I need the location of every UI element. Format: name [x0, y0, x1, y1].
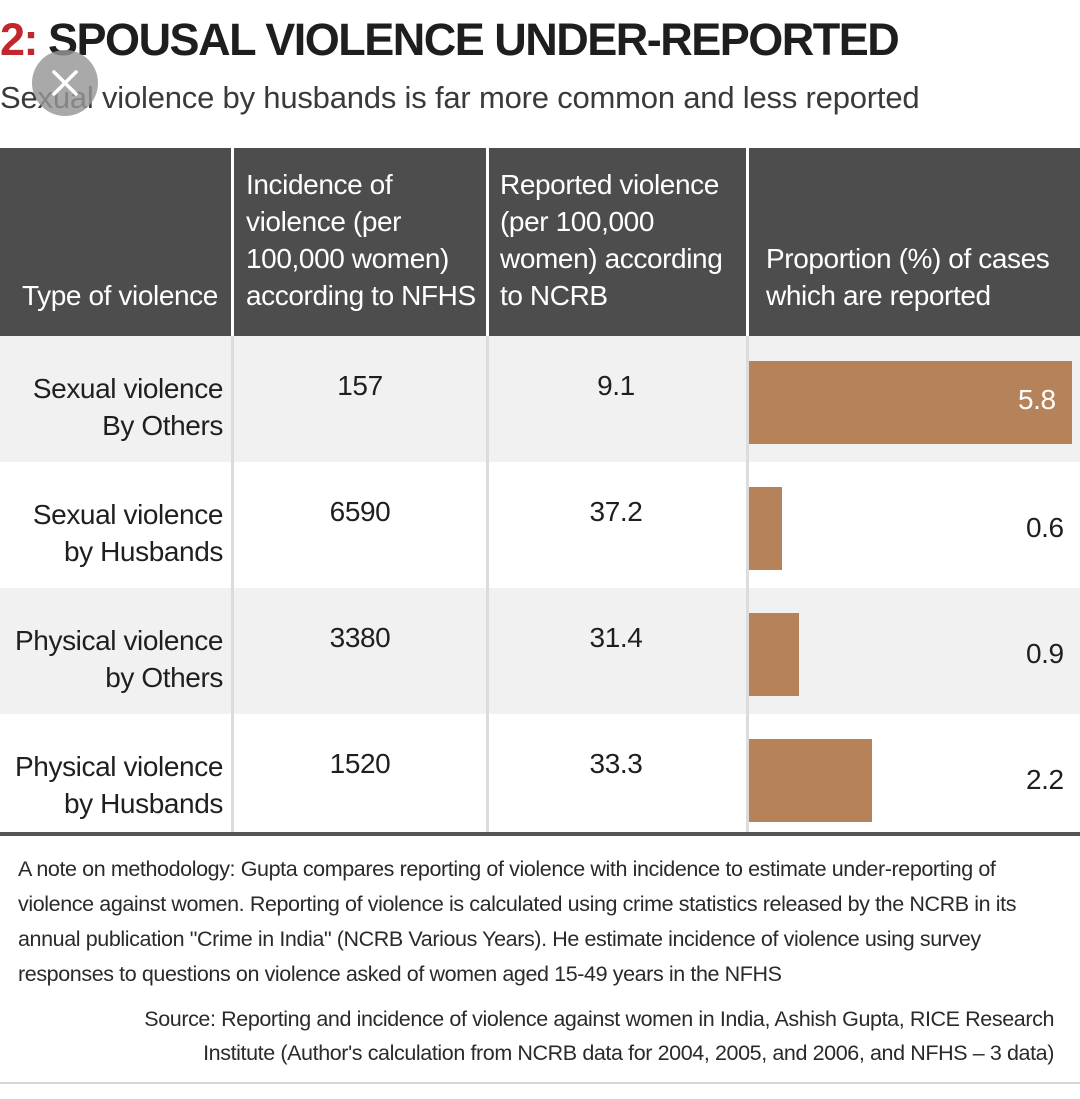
- source-credit: Source: Reporting and incidence of viole…: [144, 1007, 1054, 1065]
- incidence-cell: 3380: [329, 622, 391, 653]
- table-row: Sexual violence By Others 157 9.1 5.8: [0, 336, 1080, 462]
- proportion-label: 0.6: [1026, 512, 1064, 543]
- methodology-note: A note on methodology: Gupta compares re…: [18, 857, 1017, 986]
- table-row: Physical violence by Others 3380 31.4 0.9: [0, 588, 1080, 714]
- proportion-label: 5.8: [1018, 384, 1056, 415]
- violence-type-line: Sexual violence: [32, 499, 224, 530]
- proportion-bar: [749, 487, 782, 570]
- violence-type-line: By Others: [102, 410, 223, 441]
- violence-type-line: Physical violence: [15, 751, 223, 782]
- table-header: Type of violence Incidence of violence (…: [0, 148, 1080, 336]
- proportion-bar: [749, 739, 872, 822]
- violence-type-cell: Physical violence by Husbands: [15, 748, 223, 822]
- incidence-cell: 6590: [329, 496, 391, 527]
- header-reported: Reported violence (per 100,000 women) ac…: [500, 169, 723, 311]
- column-divider: [231, 336, 234, 832]
- incidence-cell: 1520: [329, 748, 391, 779]
- close-icon: [52, 70, 78, 96]
- proportion-label: 2.2: [1026, 764, 1064, 795]
- incidence-cell: 157: [337, 370, 383, 401]
- violence-type-line: Sexual violence: [32, 373, 224, 404]
- title-number: 2:: [0, 14, 39, 65]
- title-text: SPOUSAL VIOLENCE UNDER-REPORTED: [48, 14, 900, 65]
- reported-cell: 9.1: [597, 370, 635, 401]
- reported-cell: 31.4: [589, 622, 643, 653]
- violence-type-line: by Others: [105, 662, 223, 693]
- reported-cell: 37.2: [589, 496, 643, 527]
- column-divider: [746, 336, 749, 832]
- table-row: Sexual violence by Husbands 6590 37.2 0.6: [0, 462, 1080, 588]
- violence-type-cell: Sexual violence By Others: [32, 370, 224, 444]
- violence-type-line: by Husbands: [63, 536, 223, 567]
- header-type: Type of violence: [22, 280, 218, 311]
- proportion-bar: [749, 361, 1072, 444]
- bottom-rule: [0, 1082, 1080, 1084]
- proportion-bar: [749, 613, 799, 696]
- violence-type-cell: Physical violence by Others: [15, 622, 223, 696]
- header-divider: [486, 148, 489, 336]
- table-row: Physical violence by Husbands 1520 33.3 2…: [0, 714, 1080, 832]
- violence-type-line: Physical violence: [15, 625, 223, 656]
- reported-cell: 33.3: [589, 748, 643, 779]
- header-divider: [231, 148, 234, 336]
- header-incidence: Incidence of violence (per 100,000 women…: [246, 169, 476, 311]
- column-divider: [486, 336, 489, 832]
- violence-type-line: by Husbands: [63, 788, 223, 819]
- proportion-label: 0.9: [1026, 638, 1064, 669]
- close-button[interactable]: [32, 50, 98, 116]
- figure-title: 2: SPOUSAL VIOLENCE UNDER-REPORTED: [0, 14, 900, 72]
- figure-subtitle: Sexual violence by husbands is far more …: [0, 80, 920, 115]
- header-proportion: Proportion (%) of cases which are report…: [766, 243, 1050, 311]
- table-bottom-rule: [0, 832, 1080, 836]
- violence-type-cell: Sexual violence by Husbands: [32, 496, 224, 570]
- header-divider: [746, 148, 749, 336]
